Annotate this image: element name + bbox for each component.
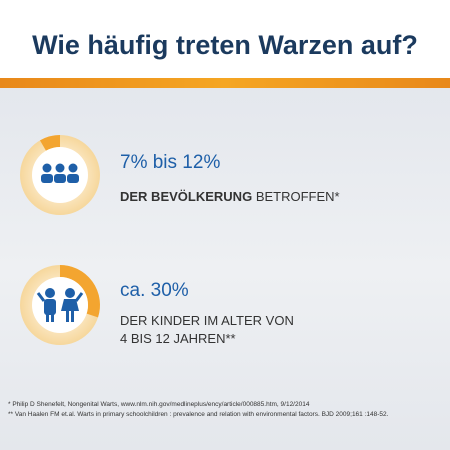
headline: 7% bis 12% <box>120 152 221 173</box>
description-normal: BETROFFEN* <box>255 189 340 204</box>
description-line: 4 BIS 12 JAHREN** <box>120 331 236 346</box>
description-bold: DER BEVÖLKERUNG <box>120 189 253 204</box>
description-line: DER KINDER IM ALTER VON <box>120 313 294 328</box>
description: DER BEVÖLKERUNG BETROFFEN* <box>120 189 340 204</box>
header-stripe <box>0 78 450 88</box>
footnote: ** Van Haalen FM et.al. Warts in primary… <box>8 411 389 418</box>
ring-2 <box>20 265 100 345</box>
title: Wie häufig treten Warzen auf? <box>32 30 418 60</box>
ring-1 <box>20 135 100 215</box>
header-band <box>0 0 450 78</box>
footnote: * Philip D Shenefelt, Nongenital Warts, … <box>8 401 310 408</box>
headline: ca. 30% <box>120 280 189 301</box>
